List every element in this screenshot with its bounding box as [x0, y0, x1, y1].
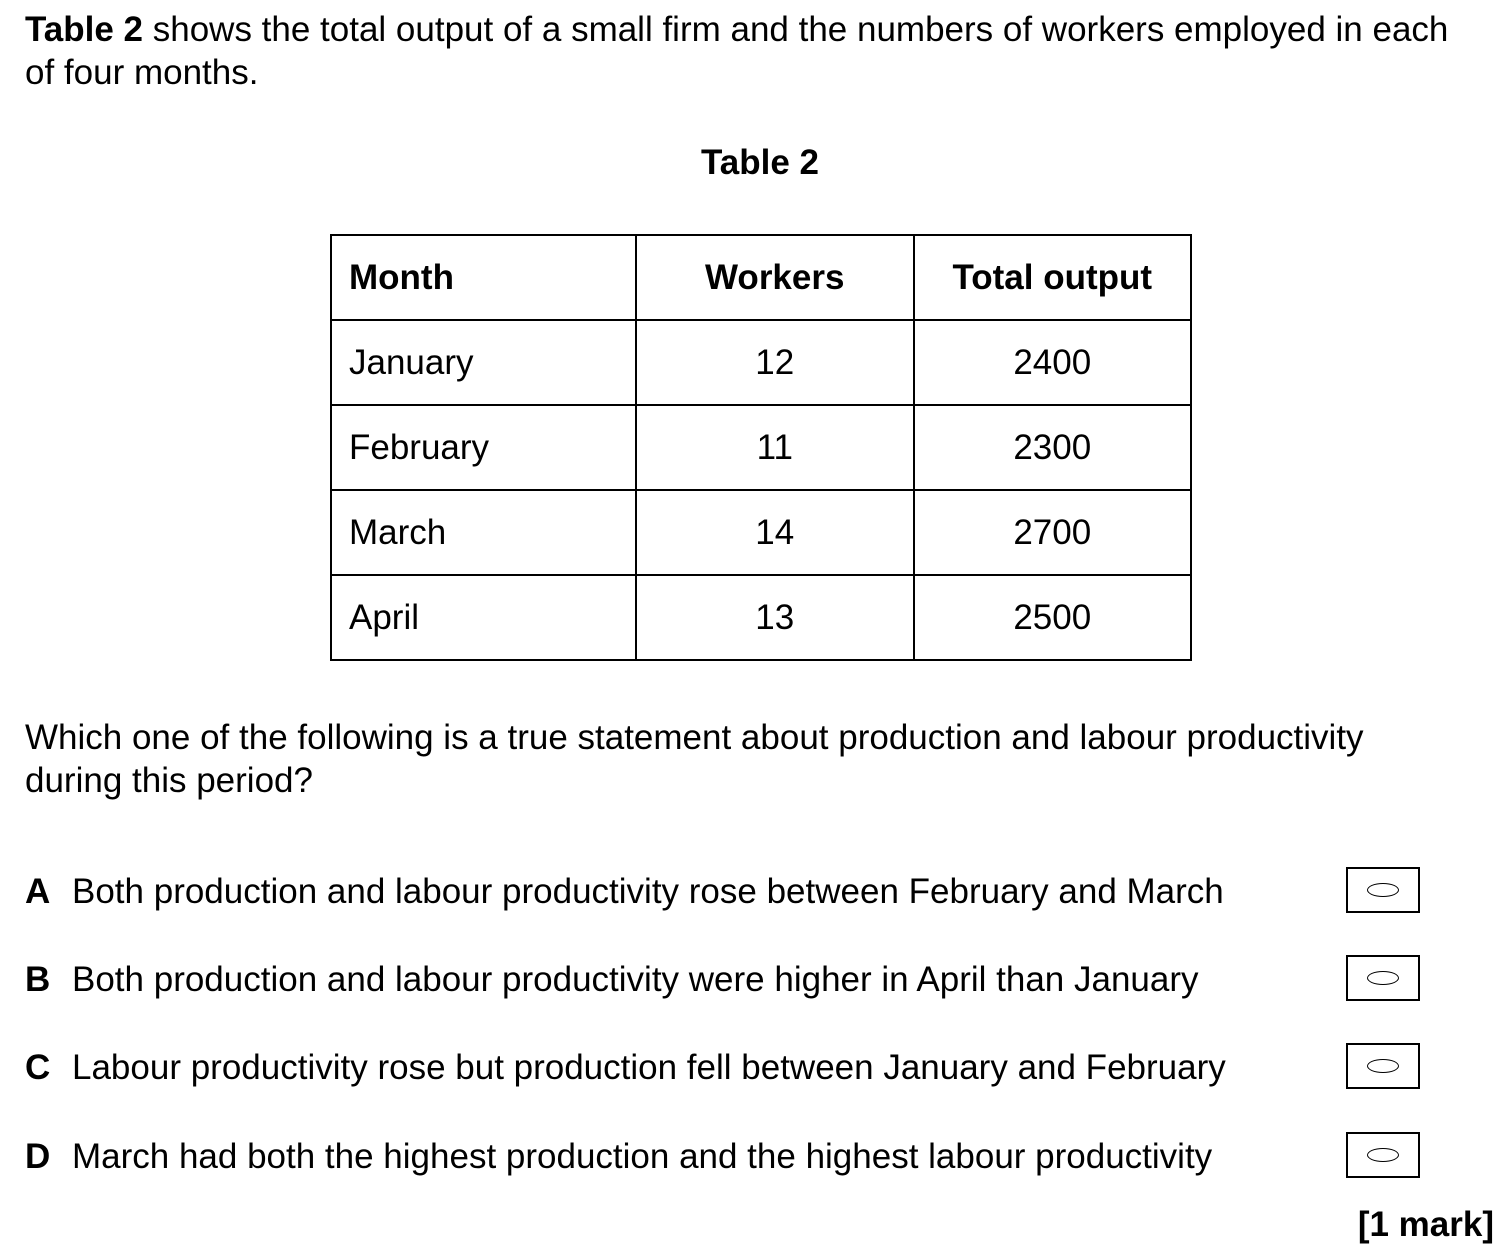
intro-table-reference: Table 2: [25, 10, 144, 49]
cell-total-output: 2500: [912, 574, 1192, 661]
option-text: Both production and labour productivity …: [72, 872, 1224, 911]
cell-month: January: [330, 319, 637, 406]
cell-total-output: 2700: [912, 489, 1192, 576]
option-d: D March had both the highest production a…: [25, 1135, 1212, 1178]
option-b: B Both production and labour productivity…: [25, 958, 1199, 1001]
option-letter: C: [25, 1048, 51, 1087]
table-header-row: Month Workers Total output: [330, 234, 1192, 321]
cell-month: February: [330, 404, 637, 491]
cell-month: March: [330, 489, 637, 576]
cell-month: April: [330, 574, 637, 661]
answer-box-a[interactable]: [1346, 867, 1420, 913]
answer-oval-icon: [1367, 1148, 1399, 1162]
intro-text: Table 2 shows the total output of a smal…: [25, 8, 1465, 94]
option-letter: D: [25, 1137, 51, 1176]
option-c: C Labour productivity rose but production…: [25, 1046, 1226, 1089]
cell-workers: 13: [635, 574, 915, 661]
cell-total-output: 2400: [912, 319, 1192, 406]
answer-box-b[interactable]: [1346, 955, 1420, 1001]
header-total-output: Total output: [912, 234, 1192, 321]
option-text: Labour productivity rose but production …: [72, 1048, 1226, 1087]
option-text: March had both the highest production an…: [72, 1137, 1213, 1176]
cell-total-output: 2300: [912, 404, 1192, 491]
cell-workers: 14: [635, 489, 915, 576]
option-letter: A: [25, 872, 51, 911]
table-row: April 13 2500: [330, 574, 1192, 661]
answer-box-d[interactable]: [1346, 1132, 1420, 1178]
table-row: March 14 2700: [330, 489, 1192, 576]
data-table: Month Workers Total output January 12 24…: [330, 234, 1192, 661]
question-text: Which one of the following is a true sta…: [25, 718, 1364, 800]
table-row: February 11 2300: [330, 404, 1192, 491]
answer-oval-icon: [1367, 971, 1399, 985]
option-text: Both production and labour productivity …: [72, 960, 1199, 999]
answer-oval-icon: [1367, 883, 1399, 897]
cell-workers: 12: [635, 319, 915, 406]
option-a: A Both production and labour productivity…: [25, 870, 1224, 913]
table-row: January 12 2400: [330, 319, 1192, 406]
answer-oval-icon: [1367, 1059, 1399, 1073]
cell-workers: 11: [635, 404, 915, 491]
table-caption: Table 2: [700, 143, 819, 182]
answer-box-c[interactable]: [1346, 1043, 1420, 1089]
marks-label: [1 mark]: [1357, 1205, 1494, 1244]
intro-sentence: shows the total output of a small firm a…: [25, 10, 1449, 92]
header-month: Month: [330, 234, 637, 321]
option-letter: B: [25, 960, 51, 999]
header-workers: Workers: [635, 234, 915, 321]
